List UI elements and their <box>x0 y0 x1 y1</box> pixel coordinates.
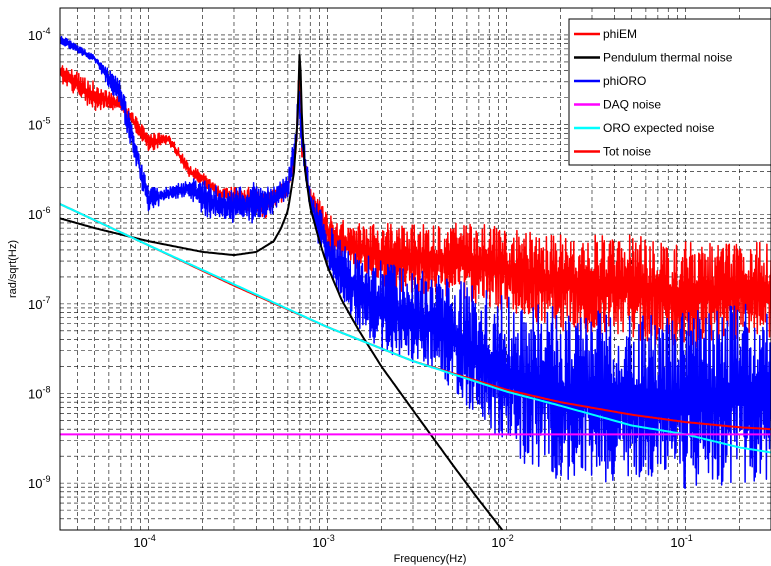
legend-entry-3: DAQ noise <box>603 98 661 112</box>
legend-entry-1: Pendulum thermal noise <box>603 51 733 65</box>
legend-entry-4: ORO expected noise <box>603 121 715 135</box>
series-line-2 <box>60 35 771 490</box>
plot-frame <box>59 7 771 531</box>
x-tick-label: 10-2 <box>491 533 513 550</box>
y-tick-label: 10-8 <box>28 385 50 402</box>
y-tick-label: 10-7 <box>28 295 50 312</box>
y-axis-label: rad/sqrt(Hz) <box>7 240 19 298</box>
legend-entry-5: Tot noise <box>603 145 651 159</box>
legend-box <box>568 18 771 166</box>
legend-entry-2: phiORO <box>603 74 646 88</box>
y-tick-label: 10-6 <box>28 205 50 222</box>
x-tick-label: 10-4 <box>133 533 155 550</box>
series-line-4 <box>60 203 771 454</box>
y-tick-label: 10-4 <box>28 26 50 43</box>
x-tick-label: 10-1 <box>670 533 692 550</box>
x-tick-labels: 10-4 10-3 10-2 10-1 <box>133 533 692 550</box>
legend-entry-0: phiEM <box>603 27 637 41</box>
y-tick-label: 10-9 <box>28 474 50 491</box>
x-axis-label: Frequency(Hz) <box>394 553 467 565</box>
series-layer <box>60 35 771 530</box>
y-tick-labels: 10-4 10-5 10-6 10-7 10-8 10-9 <box>28 26 50 491</box>
legend: phiEM Pendulum thermal noise phiORO DAQ noi… <box>568 18 771 166</box>
x-tick-label: 10-3 <box>312 533 334 550</box>
series-line-0 <box>60 65 771 348</box>
y-tick-label: 10-5 <box>28 116 50 133</box>
